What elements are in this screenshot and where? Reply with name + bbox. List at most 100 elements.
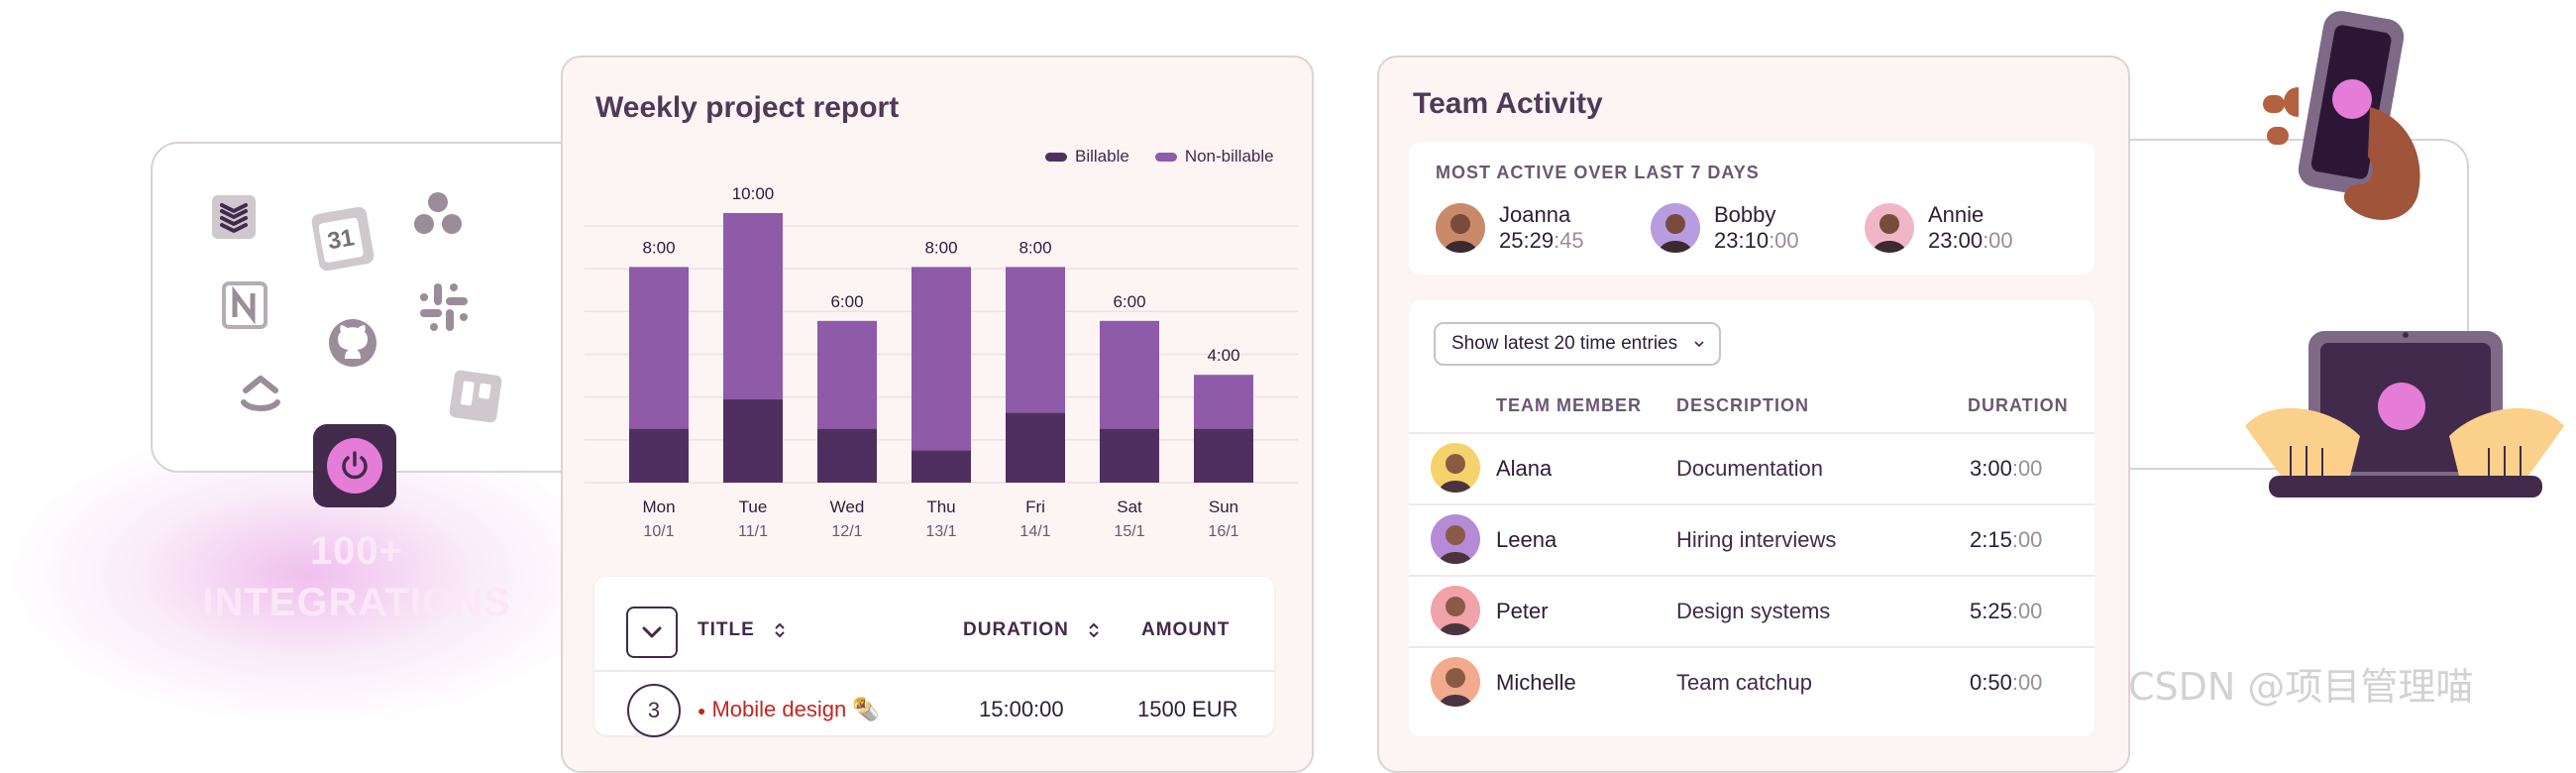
notion-icon <box>222 281 268 329</box>
bar-non-billable-tue[interactable] <box>723 213 783 399</box>
project-table <box>594 577 1274 735</box>
avatar <box>1436 203 1485 253</box>
sort-icon <box>775 622 785 638</box>
row-divider <box>1409 432 2094 434</box>
x-tick-date: 10/1 <box>643 523 674 540</box>
data-label: 6:00 <box>830 292 863 311</box>
entry-description: Team catchup <box>1676 670 1812 695</box>
avatar <box>1431 443 1480 493</box>
bar-non-billable-sat[interactable] <box>1100 320 1159 429</box>
legend-non-billable: Non-billable <box>1154 147 1274 166</box>
col-title-header[interactable]: TITLE <box>698 619 787 641</box>
bar-non-billable-mon[interactable] <box>629 267 689 429</box>
stack-icon <box>212 195 256 239</box>
bar-billable-tue[interactable] <box>723 398 783 483</box>
bar-non-billable-wed[interactable] <box>817 320 877 429</box>
row-divider <box>1409 575 2094 577</box>
entry-duration: 5:25:00 <box>1970 599 2043 623</box>
chart-legend: Billable Non-billable <box>1045 147 1274 166</box>
bar-non-billable-fri[interactable] <box>1006 267 1065 413</box>
x-tick-label: Fri <box>1025 497 1045 516</box>
weekly-bar-chart: 8:00 Mon 10/1 10:00 Tue 11/1 6:00 Wed 12/1 8:00 Th… <box>585 184 1298 540</box>
bar-billable-mon[interactable] <box>629 428 689 483</box>
entry-member-name: Michelle <box>1496 670 1576 695</box>
entry-count-badge: 3 <box>627 684 681 737</box>
data-label: 4:00 <box>1207 346 1239 365</box>
calendar-icon: 31 <box>310 205 376 273</box>
entry-description: Design systems <box>1676 599 1831 623</box>
col-amount-header: AMOUNT <box>1141 619 1231 640</box>
legend-billable: Billable <box>1045 147 1129 166</box>
avatar <box>1865 203 1914 253</box>
x-tick-date: 12/1 <box>831 523 862 540</box>
col-description-header: DESCRIPTION <box>1676 395 1810 415</box>
x-tick-date: 16/1 <box>1208 523 1238 540</box>
avatar <box>1431 657 1480 707</box>
project-duration: 15:00:00 <box>979 697 1064 721</box>
table-divider <box>594 670 1274 672</box>
sort-icon <box>1089 622 1099 638</box>
most-active-member: Joanna 25:29:45 <box>1436 202 1584 254</box>
entries-filter-select[interactable]: Show latest 20 time entries <box>1434 322 1721 366</box>
x-tick-label: Thu <box>926 497 955 516</box>
entry-description: Hiring interviews <box>1676 527 1837 552</box>
team-activity-title: Team Activity <box>1413 87 1603 120</box>
data-label: 10:00 <box>732 184 775 203</box>
avatar <box>1431 586 1480 635</box>
integrations-label: 100+ INTEGRATIONS <box>202 529 511 624</box>
col-team-member-header: TEAM MEMBER <box>1496 395 1642 415</box>
entry-duration: 0:50:00 <box>1970 670 2043 695</box>
watermark: CSDN @项目管理喵 <box>2128 665 2474 709</box>
most-active-member: Bobby 23:10:00 <box>1651 202 1799 254</box>
chevron-down-icon <box>1694 341 1704 348</box>
row-divider <box>1409 646 2094 648</box>
chevron-down-icon <box>642 626 662 638</box>
bar-billable-sun[interactable] <box>1194 428 1253 483</box>
bar-billable-wed[interactable] <box>817 428 877 483</box>
member-name: Bobby <box>1714 202 1776 227</box>
x-tick-date: 15/1 <box>1114 523 1144 540</box>
x-tick-date: 11/1 <box>738 523 768 540</box>
entry-description: Documentation <box>1676 456 1823 481</box>
avatar <box>1431 514 1480 564</box>
x-tick-date: 14/1 <box>1020 523 1050 540</box>
bar-billable-thu[interactable] <box>912 450 971 483</box>
entry-member-name: Leena <box>1496 527 1557 552</box>
x-tick-label: Sat <box>1117 497 1142 516</box>
phone-hand-illustration <box>2263 11 2420 220</box>
member-total-time: 23:00:00 <box>1928 228 2013 253</box>
most-active-member: Annie 23:00:00 <box>1865 202 2013 254</box>
member-total-time: 23:10:00 <box>1714 228 1799 253</box>
time-entries-card <box>1409 300 2094 736</box>
col-duration-header[interactable]: DURATION <box>963 619 1101 641</box>
bar-billable-sat[interactable] <box>1100 428 1159 483</box>
report-title: Weekly project report <box>595 91 900 124</box>
entry-duration: 2:15:00 <box>1970 527 2043 552</box>
project-color-dot: ● <box>698 703 706 719</box>
project-title[interactable]: ● Mobile design 🌯 <box>698 697 880 721</box>
slack-icon <box>420 283 468 331</box>
expand-toggle-button[interactable] <box>626 607 678 658</box>
entry-member-name: Peter <box>1496 599 1549 623</box>
col-duration-header-team: DURATION <box>1968 395 2069 415</box>
laptop-hands-illustration <box>2245 331 2564 497</box>
x-tick-label: Mon <box>642 497 675 516</box>
x-tick-date: 13/1 <box>925 523 956 540</box>
data-label: 8:00 <box>924 238 957 257</box>
bar-billable-fri[interactable] <box>1006 412 1065 483</box>
bar-non-billable-thu[interactable] <box>912 267 971 451</box>
avatar <box>1651 203 1700 253</box>
github-icon <box>329 319 376 367</box>
x-tick-label: Wed <box>830 497 865 516</box>
calendar-day: 31 <box>318 217 365 264</box>
data-label: 8:00 <box>642 238 675 257</box>
data-label: 8:00 <box>1019 238 1051 257</box>
x-tick-label: Sun <box>1209 497 1238 516</box>
most-active-card <box>1409 142 2094 275</box>
most-active-heading: MOST ACTIVE OVER LAST 7 DAYS <box>1436 163 1760 182</box>
member-name: Annie <box>1928 202 1985 227</box>
member-total-time: 25:29:45 <box>1499 228 1584 253</box>
project-amount: 1500 EUR <box>1137 697 1238 721</box>
bar-non-billable-sun[interactable] <box>1194 375 1253 429</box>
x-tick-label: Tue <box>739 497 768 516</box>
